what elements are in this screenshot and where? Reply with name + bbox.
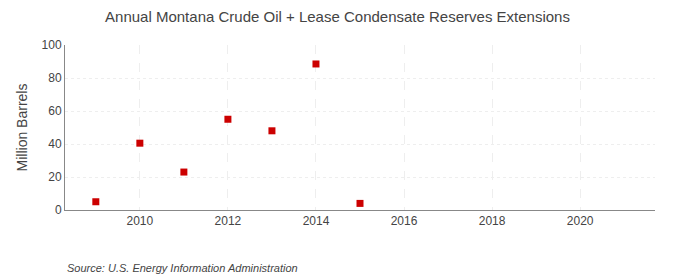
svg-text:2020: 2020	[567, 214, 594, 228]
svg-text:Million Barrels: Million Barrels	[14, 84, 30, 172]
svg-text:0: 0	[55, 203, 62, 217]
svg-text:Source: U.S. Energy Informatio: Source: U.S. Energy Information Administ…	[67, 262, 298, 274]
svg-text:20: 20	[48, 170, 62, 184]
svg-text:2016: 2016	[391, 214, 418, 228]
svg-text:2010: 2010	[126, 214, 153, 228]
svg-text:100: 100	[42, 38, 62, 52]
svg-text:40: 40	[48, 137, 62, 151]
svg-text:2012: 2012	[215, 214, 242, 228]
svg-text:80: 80	[48, 71, 62, 85]
svg-text:Annual Montana Crude Oil + Lea: Annual Montana Crude Oil + Lease Condens…	[105, 8, 570, 25]
svg-text:2018: 2018	[479, 214, 506, 228]
svg-text:2014: 2014	[303, 214, 330, 228]
svg-text:60: 60	[48, 104, 62, 118]
